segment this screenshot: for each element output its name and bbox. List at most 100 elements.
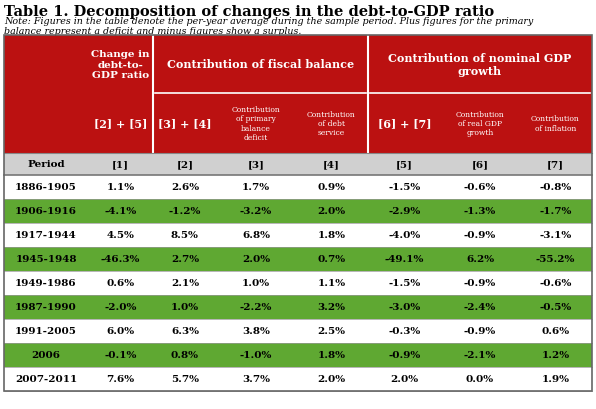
- Text: 2.0%: 2.0%: [242, 255, 270, 264]
- Text: [2] + [5]: [2] + [5]: [94, 118, 147, 129]
- Text: 2.1%: 2.1%: [171, 279, 199, 288]
- Text: 2.0%: 2.0%: [390, 375, 418, 384]
- Text: -46.3%: -46.3%: [101, 255, 140, 264]
- Text: Table 1. Decomposition of changes in the debt-to-GDP ratio: Table 1. Decomposition of changes in the…: [4, 5, 494, 19]
- Text: 8.5%: 8.5%: [171, 231, 199, 240]
- Text: Period: Period: [27, 160, 65, 169]
- Text: 1886-1905: 1886-1905: [15, 183, 77, 192]
- Text: 1.1%: 1.1%: [317, 279, 346, 288]
- Text: [3]: [3]: [247, 160, 265, 169]
- Text: -2.2%: -2.2%: [240, 303, 272, 312]
- Text: -2.9%: -2.9%: [389, 207, 421, 216]
- Bar: [4, 36, 592, 154]
- Bar: [4, 200, 592, 223]
- Text: 6.2%: 6.2%: [466, 255, 494, 264]
- Text: 1949-1986: 1949-1986: [15, 279, 77, 288]
- Text: 2.0%: 2.0%: [317, 207, 346, 216]
- Text: 2.0%: 2.0%: [317, 375, 346, 384]
- Bar: [4, 223, 592, 247]
- Text: -1.2%: -1.2%: [169, 207, 201, 216]
- Bar: [4, 247, 592, 271]
- Text: Note: Figures in the table denote the per-year average during the sample period.: Note: Figures in the table denote the pe…: [4, 17, 533, 26]
- Text: Contribution
of real GDP
growth: Contribution of real GDP growth: [455, 110, 504, 137]
- Text: -1.7%: -1.7%: [539, 207, 572, 216]
- Text: 1.8%: 1.8%: [318, 351, 346, 360]
- Text: balance represent a deficit and minus figures show a surplus.: balance represent a deficit and minus fi…: [4, 27, 302, 36]
- Bar: [4, 367, 592, 391]
- Text: -3.2%: -3.2%: [240, 207, 272, 216]
- Text: 0.6%: 0.6%: [541, 327, 569, 336]
- Text: 1.1%: 1.1%: [106, 183, 134, 192]
- Text: 1906-1916: 1906-1916: [15, 207, 77, 216]
- Text: 2.6%: 2.6%: [171, 183, 199, 192]
- Text: 1.2%: 1.2%: [541, 351, 569, 360]
- Text: -0.6%: -0.6%: [539, 279, 572, 288]
- Text: 0.7%: 0.7%: [317, 255, 346, 264]
- Text: 1.0%: 1.0%: [171, 303, 199, 312]
- Text: 1991-2005: 1991-2005: [15, 327, 77, 336]
- Bar: [4, 319, 592, 343]
- Text: 6.8%: 6.8%: [242, 231, 270, 240]
- Text: -0.9%: -0.9%: [464, 231, 496, 240]
- Bar: [4, 175, 592, 200]
- Text: 1917-1944: 1917-1944: [15, 231, 77, 240]
- Text: -0.9%: -0.9%: [389, 351, 421, 360]
- Text: -4.0%: -4.0%: [389, 231, 421, 240]
- Text: -0.5%: -0.5%: [539, 303, 572, 312]
- Text: [5]: [5]: [396, 160, 413, 169]
- Text: 0.0%: 0.0%: [466, 375, 494, 384]
- Text: -2.1%: -2.1%: [464, 351, 496, 360]
- Text: -1.5%: -1.5%: [389, 279, 421, 288]
- Text: 0.6%: 0.6%: [106, 279, 134, 288]
- Text: -1.5%: -1.5%: [389, 183, 421, 192]
- Text: 1945-1948: 1945-1948: [15, 255, 77, 264]
- Text: -0.9%: -0.9%: [464, 279, 496, 288]
- Text: 3.8%: 3.8%: [242, 327, 270, 336]
- Text: -2.0%: -2.0%: [104, 303, 136, 312]
- Text: 5.7%: 5.7%: [171, 375, 199, 384]
- Text: Contribution of fiscal balance: Contribution of fiscal balance: [167, 59, 354, 70]
- Text: 0.8%: 0.8%: [171, 351, 199, 360]
- Text: -0.9%: -0.9%: [464, 327, 496, 336]
- Text: -0.3%: -0.3%: [389, 327, 421, 336]
- Text: -49.1%: -49.1%: [385, 255, 424, 264]
- Bar: [4, 36, 592, 391]
- Text: -0.1%: -0.1%: [104, 351, 136, 360]
- Text: [1]: [1]: [112, 160, 129, 169]
- Text: -3.0%: -3.0%: [389, 303, 421, 312]
- Text: [7]: [7]: [547, 160, 564, 169]
- Text: 6.0%: 6.0%: [106, 327, 134, 336]
- Text: Contribution
of inflation: Contribution of inflation: [531, 115, 580, 132]
- Text: 2006: 2006: [32, 351, 61, 360]
- Text: [3] + [4]: [3] + [4]: [158, 118, 212, 129]
- Bar: [4, 295, 592, 319]
- Text: 1.8%: 1.8%: [318, 231, 346, 240]
- Text: Contribution
of debt
service: Contribution of debt service: [307, 110, 356, 137]
- Text: -1.0%: -1.0%: [240, 351, 272, 360]
- Text: Contribution of nominal GDP
growth: Contribution of nominal GDP growth: [389, 53, 572, 77]
- Bar: [4, 271, 592, 295]
- Text: [2]: [2]: [176, 160, 194, 169]
- Text: 3.7%: 3.7%: [242, 375, 270, 384]
- Text: 2.7%: 2.7%: [171, 255, 199, 264]
- Text: [4]: [4]: [323, 160, 340, 169]
- Text: [6] + [7]: [6] + [7]: [378, 118, 432, 129]
- Text: -0.8%: -0.8%: [539, 183, 572, 192]
- Text: 1.9%: 1.9%: [541, 375, 569, 384]
- Bar: [4, 343, 592, 367]
- Text: 7.6%: 7.6%: [106, 375, 134, 384]
- Text: 1987-1990: 1987-1990: [15, 303, 77, 312]
- Text: -3.1%: -3.1%: [539, 231, 572, 240]
- Text: -1.3%: -1.3%: [464, 207, 496, 216]
- Text: -4.1%: -4.1%: [104, 207, 136, 216]
- Text: Change in
debt-to-
GDP ratio: Change in debt-to- GDP ratio: [91, 50, 150, 80]
- Text: 1.0%: 1.0%: [242, 279, 270, 288]
- Text: [6]: [6]: [471, 160, 489, 169]
- Text: -2.4%: -2.4%: [464, 303, 496, 312]
- Text: 1.7%: 1.7%: [242, 183, 270, 192]
- Text: -55.2%: -55.2%: [536, 255, 575, 264]
- Text: Contribution
of primary
balance
deficit: Contribution of primary balance deficit: [232, 106, 280, 142]
- Text: 4.5%: 4.5%: [106, 231, 134, 240]
- Text: 6.3%: 6.3%: [171, 327, 199, 336]
- Text: 2.5%: 2.5%: [318, 327, 346, 336]
